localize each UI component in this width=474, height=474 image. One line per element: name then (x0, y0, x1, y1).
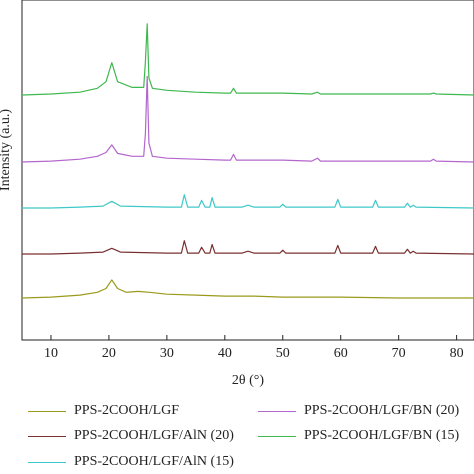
legend-swatch (28, 461, 66, 463)
x-tick-label: 20 (102, 346, 116, 361)
legend-swatch (258, 435, 296, 437)
legend: PPS-2COOH/LGF PPS-2COOH/LGF/AlN (20) PPS… (0, 396, 474, 474)
series-layer (21, 23, 474, 299)
x-tick-label: 40 (218, 346, 232, 361)
xrd-chart: 10 20 30 40 50 60 70 80 Intensity (a.u.) 2θ (°) (0, 0, 474, 388)
series-line-1 (22, 240, 474, 255)
x-tick-label: 30 (160, 346, 174, 361)
series-line-2 (22, 194, 474, 209)
legend-swatch (28, 435, 66, 437)
series-line-3 (21, 75, 474, 163)
legend-item-pps-lgf-aln-20: PPS-2COOH/LGF/AlN (20) (28, 425, 234, 447)
y-axis-label: Intensity (a.u.) (0, 109, 13, 191)
legend-label: PPS-2COOH/LGF/AlN (20) (74, 428, 234, 443)
legend-swatch (28, 410, 66, 412)
legend-label: PPS-2COOH/LGF/BN (20) (304, 403, 460, 418)
x-tick-label: 70 (392, 346, 406, 361)
legend-item-pps-lgf-aln-15: PPS-2COOH/LGF/AlN (15) (28, 451, 234, 473)
legend-item-pps-lgf: PPS-2COOH/LGF (28, 400, 179, 422)
x-tick-label: 50 (276, 346, 290, 361)
x-tick-label: 60 (334, 346, 348, 361)
legend-label: PPS-2COOH/LGF/AlN (15) (74, 454, 234, 469)
legend-label: PPS-2COOH/LGF/BN (15) (304, 428, 460, 443)
legend-label: PPS-2COOH/LGF (74, 403, 180, 418)
legend-item-pps-lgf-bn-20: PPS-2COOH/LGF/BN (20) (258, 400, 459, 422)
x-tick-label: 80 (450, 346, 464, 361)
plot-frame (21, 0, 474, 341)
legend-item-pps-lgf-bn-15: PPS-2COOH/LGF/BN (15) (258, 425, 459, 447)
x-axis: 10 20 30 40 50 60 70 80 (44, 335, 464, 361)
legend-swatch (258, 410, 296, 412)
series-line-0 (21, 279, 474, 299)
x-tick-label: 10 (44, 346, 58, 361)
series-line-4 (21, 23, 474, 96)
x-axis-label: 2θ (°) (232, 373, 264, 388)
